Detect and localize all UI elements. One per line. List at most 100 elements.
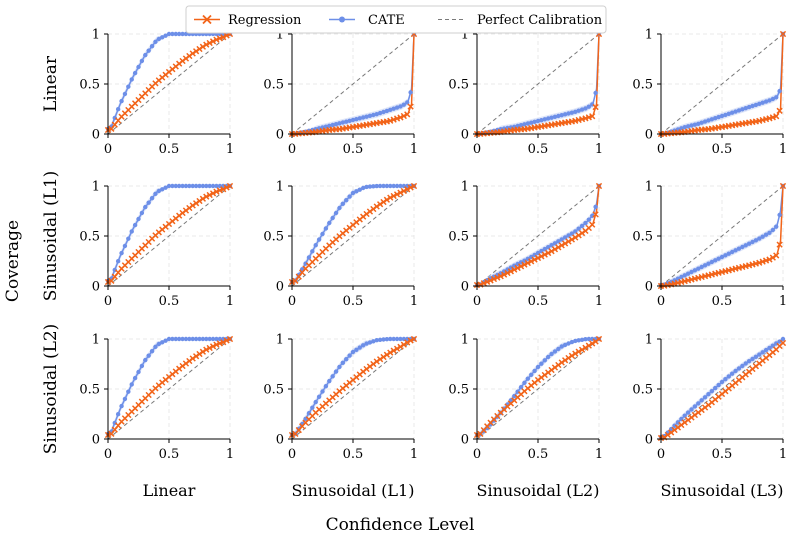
panel-r0-c1: 00 0.5 0.5 1 1 <box>263 28 418 158</box>
cate-point <box>129 229 134 234</box>
regression-point <box>397 189 404 196</box>
regression-point <box>206 191 213 199</box>
regression-point <box>773 113 780 120</box>
cate-point <box>204 336 209 342</box>
cate-point <box>344 357 349 362</box>
cate-point <box>753 238 759 243</box>
panel-grid: 000.50.511000.50.511000.50.511000.50.511… <box>41 28 787 501</box>
cate-point <box>774 95 779 100</box>
cate-point <box>377 337 383 342</box>
cate-point <box>187 183 192 189</box>
regression-point <box>490 275 498 283</box>
regression-point <box>555 244 562 251</box>
regression-point <box>213 36 220 43</box>
cate-point <box>333 121 339 127</box>
regression-point <box>404 186 411 193</box>
cate-point <box>777 88 782 94</box>
cate-point <box>119 98 124 104</box>
y-tick-label: 0 <box>92 433 100 448</box>
cate-point <box>354 189 359 194</box>
cate-point <box>136 216 141 222</box>
regression-point <box>500 271 508 278</box>
row-label-sinusoidal-l2: Sinusoidal (L2) <box>41 324 61 455</box>
cate-point <box>729 371 735 376</box>
regression-point <box>192 353 200 360</box>
cate-point <box>545 244 551 250</box>
cate-point <box>569 110 575 115</box>
cate-point <box>576 226 581 231</box>
cate-point <box>139 58 145 64</box>
cate-point <box>163 338 168 343</box>
regression-point <box>524 259 531 267</box>
cate-point <box>146 353 151 358</box>
x-tick-label: 0.5 <box>343 294 364 309</box>
cate-point <box>767 230 772 235</box>
regression-point <box>528 258 535 265</box>
cate-point <box>139 363 145 369</box>
cate-point <box>381 183 386 189</box>
y-tick-label: 1 <box>461 333 469 348</box>
cate-point <box>505 267 510 272</box>
regression-point <box>407 337 414 344</box>
cate-point <box>685 271 691 276</box>
cate-point <box>753 102 759 108</box>
panel-r2-c2: 00 0.5 0.5 1 1 <box>448 333 603 463</box>
cate-point <box>770 96 776 102</box>
x-tick-label: 0 <box>104 294 112 309</box>
cate-point <box>685 410 691 415</box>
regression-point <box>383 196 391 203</box>
x-tick-label: 0 <box>288 294 296 309</box>
cate-point <box>726 111 731 116</box>
y-tick-label: 0 <box>645 128 653 143</box>
x-tick-label: 0.5 <box>712 294 733 309</box>
cate-point <box>122 243 128 249</box>
cate-point <box>726 251 731 256</box>
regression-point <box>766 256 773 263</box>
cate-point <box>763 232 769 237</box>
regression-point <box>561 240 569 247</box>
cate-point <box>780 336 786 342</box>
x-tick-label: 0 <box>657 447 665 462</box>
cate-point <box>559 344 564 349</box>
cate-point <box>306 255 312 260</box>
cate-point <box>539 361 544 366</box>
cate-point <box>525 121 531 126</box>
x-tick-label: 1 <box>595 294 603 309</box>
cate-point <box>115 412 121 417</box>
cate-point <box>576 108 581 113</box>
cate-point <box>153 191 158 196</box>
y-tick-label: 0.5 <box>632 383 653 398</box>
regression-point <box>189 355 196 362</box>
cate-point <box>337 205 342 211</box>
cate-point <box>559 112 564 118</box>
cate-point <box>132 70 138 76</box>
cate-point <box>210 336 216 342</box>
regression-point <box>226 335 234 343</box>
y-tick-label: 0.5 <box>79 230 100 245</box>
cate-point <box>757 236 762 241</box>
cate-point <box>552 241 558 246</box>
cate-point <box>702 119 708 124</box>
regression-point <box>541 251 548 258</box>
col-label-sinusoidal-l1: Sinusoidal (L1) <box>292 481 415 500</box>
legend-label-cate: CATE <box>368 13 405 28</box>
cate-point <box>757 352 762 357</box>
cate-point <box>344 119 349 124</box>
figure-xlabel: Confidence Level <box>326 515 475 535</box>
regression-point <box>561 357 569 364</box>
y-tick-label: 1 <box>461 180 469 195</box>
cate-point <box>562 112 568 117</box>
cate-point <box>210 183 216 189</box>
regression-point <box>497 273 504 280</box>
perfect-calibration-line <box>107 185 231 287</box>
regression-point <box>199 195 207 202</box>
cate-point <box>316 394 322 399</box>
cate-point <box>330 215 335 221</box>
regression-point <box>548 248 555 255</box>
perfect-calibration-line <box>291 33 415 135</box>
cate-band <box>663 186 783 285</box>
legend-marker-cate <box>339 16 345 23</box>
panel-r0-c2: 00 0.5 0.5 1 1 <box>448 28 603 158</box>
regression-point <box>494 274 501 281</box>
regression-point <box>189 50 196 57</box>
